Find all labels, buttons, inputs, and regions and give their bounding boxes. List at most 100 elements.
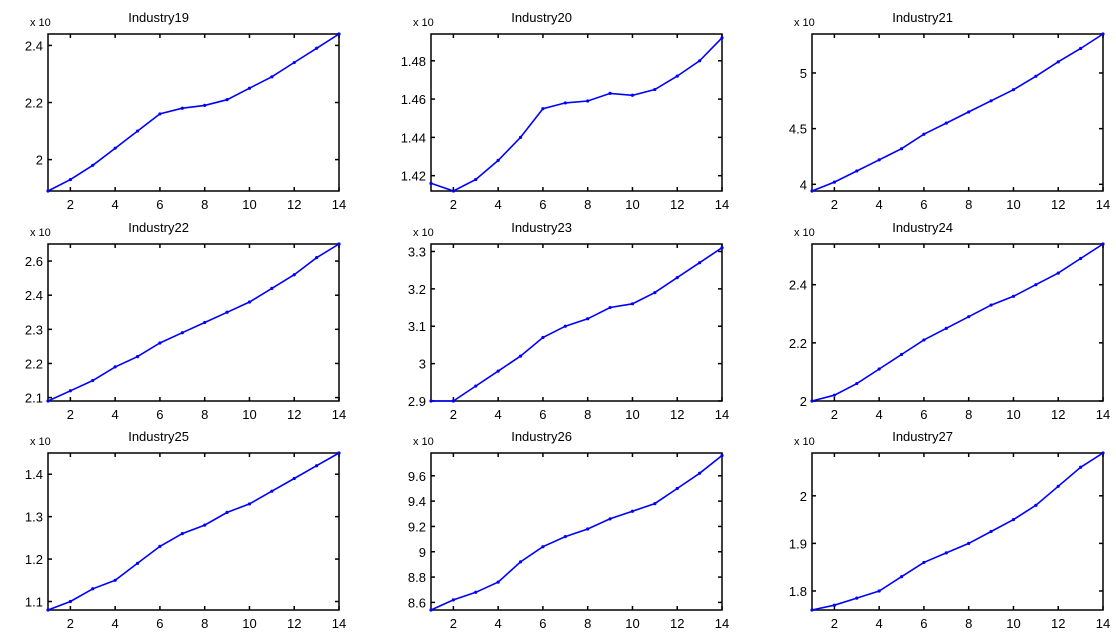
- y-tick-label: 2.2: [25, 356, 43, 371]
- y-tick-label: 3.2: [408, 282, 426, 297]
- axes-box: [47, 243, 340, 402]
- x-tick-label: 4: [495, 197, 502, 212]
- data-point: [292, 476, 296, 481]
- multiplier-label: x 10: [413, 17, 434, 29]
- axes-box: [811, 452, 1104, 611]
- data-point: [922, 560, 926, 565]
- data-point: [630, 302, 635, 306]
- y-tick-label: 1.1: [25, 595, 43, 610]
- data-point: [989, 99, 993, 103]
- x-tick-label: 14: [332, 197, 346, 212]
- x-tick-label: 8: [965, 407, 972, 422]
- data-point: [429, 399, 433, 403]
- data-point: [496, 369, 500, 373]
- data-point: [810, 189, 814, 193]
- axes-box: [811, 243, 1104, 402]
- x-tick-label: 6: [156, 197, 163, 212]
- data-point: [1101, 242, 1105, 246]
- data-point: [563, 324, 567, 328]
- data-point: [608, 91, 612, 95]
- data-point: [46, 399, 50, 403]
- data-point: [675, 74, 679, 78]
- subplot: 2 4 6 8 10 12 14 2.1 2.2 2.3 2.4 2.6 x 10 Industry22: [25, 220, 346, 422]
- data-point: [586, 527, 590, 531]
- series-line: [430, 454, 723, 611]
- x-tick-label: 10: [1006, 197, 1020, 212]
- y-tick-label: 2.2: [789, 336, 807, 351]
- data-point: [451, 189, 455, 193]
- x-tick-label: 10: [242, 616, 256, 631]
- data-point: [832, 180, 836, 184]
- y-tick-label: 4: [800, 177, 807, 192]
- data-point: [474, 590, 478, 594]
- data-point: [315, 464, 319, 468]
- axes-box: [47, 452, 340, 611]
- data-point: [967, 110, 971, 114]
- data-point: [967, 541, 971, 545]
- axes-box: [430, 452, 723, 611]
- data-point: [270, 286, 274, 290]
- data-point: [653, 290, 657, 295]
- subplot-title: Industry21: [892, 10, 953, 25]
- data-point: [496, 158, 500, 162]
- y-tick-label: 9.6: [408, 469, 426, 484]
- x-tick-label: 12: [287, 616, 301, 631]
- data-point: [292, 273, 296, 277]
- y-tick-label: 2.4: [25, 288, 43, 303]
- x-tick-label: 8: [965, 197, 972, 212]
- data-point: [247, 502, 252, 506]
- data-point: [944, 551, 948, 555]
- data-point: [158, 341, 162, 345]
- subplot-title: Industry19: [128, 10, 189, 25]
- data-point: [720, 36, 724, 40]
- series-line: [47, 33, 340, 192]
- y-tick-label: 1.3: [25, 510, 43, 525]
- y-tick-label: 2.4: [789, 278, 807, 293]
- data-point: [46, 608, 50, 612]
- subplot-title: Industry23: [511, 220, 572, 235]
- x-tick-label: 6: [539, 197, 546, 212]
- data-point: [429, 608, 433, 612]
- data-point: [113, 578, 117, 582]
- x-tick-label: 14: [332, 616, 346, 631]
- x-tick-label: 8: [201, 616, 208, 631]
- data-point: [922, 338, 926, 342]
- data-point: [1056, 60, 1060, 64]
- data-point: [944, 121, 948, 125]
- x-tick-label: 10: [1006, 407, 1020, 422]
- series-line: [811, 452, 1104, 611]
- series-line: [431, 247, 723, 402]
- y-tick-label: 2.9: [408, 394, 426, 409]
- x-tick-label: 2: [450, 197, 457, 212]
- x-tick-label: 10: [625, 407, 639, 422]
- y-tick-label: 8.6: [408, 595, 426, 610]
- data-point: [68, 389, 72, 393]
- data-point: [541, 107, 545, 111]
- data-point: [203, 320, 207, 325]
- x-tick-label: 14: [715, 616, 729, 631]
- data-point: [158, 544, 162, 548]
- y-tick-label: 8.8: [408, 570, 426, 585]
- data-point: [541, 335, 545, 340]
- data-point: [1056, 271, 1060, 275]
- data-point: [135, 129, 140, 133]
- data-point: [877, 589, 881, 593]
- data-point: [608, 305, 612, 310]
- y-tick-label: 2.4: [25, 38, 43, 53]
- data-point: [135, 561, 140, 565]
- data-point: [922, 132, 926, 136]
- data-point: [832, 393, 836, 397]
- multiplier-label: x 10: [794, 227, 815, 239]
- data-point: [270, 489, 274, 493]
- data-point: [586, 317, 590, 321]
- series-line: [47, 452, 340, 611]
- data-point: [518, 135, 523, 139]
- data-point: [899, 352, 904, 357]
- x-tick-label: 4: [495, 407, 502, 422]
- subplot: 2 4 6 8 10 12 14 1.42 1.44 1.46 1.48 x 10 Industry20: [401, 10, 730, 212]
- data-point: [315, 256, 319, 260]
- data-point: [1011, 294, 1016, 298]
- x-tick-label: 8: [201, 197, 208, 212]
- data-point: [91, 163, 95, 167]
- subplot: 2 4 6 8 10 12 14 2 2.2 2.4 x 10 Industry19: [25, 10, 346, 212]
